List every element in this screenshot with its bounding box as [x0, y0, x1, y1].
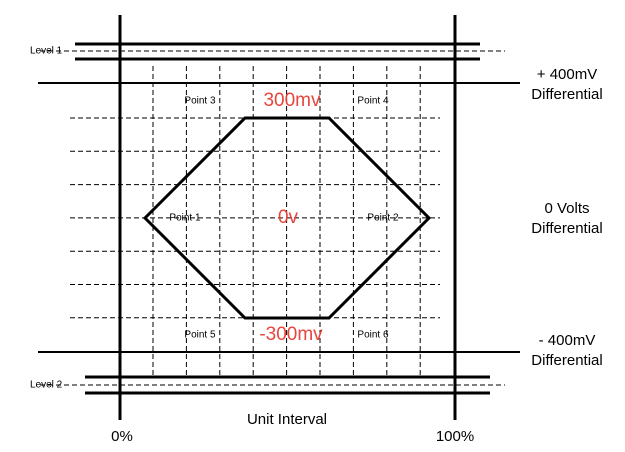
- voltage-label: 0v: [278, 207, 299, 228]
- level-label: Level 1: [30, 46, 63, 57]
- x-axis-label: Unit Interval: [247, 411, 327, 428]
- voltage-label: -300mv: [259, 324, 323, 345]
- differential-label: 0 Volts: [544, 200, 589, 217]
- x-axis-start: 0%: [111, 428, 133, 445]
- point-label: Point 3: [184, 96, 216, 107]
- differential-label: Differential: [531, 220, 602, 237]
- point-label: Point 6: [357, 330, 389, 341]
- differential-label: - 400mV: [539, 332, 596, 349]
- point-label: Point 1: [169, 213, 201, 224]
- differential-label: Differential: [531, 352, 602, 369]
- voltage-label: 300mv: [263, 90, 321, 111]
- level-label: Level 2: [30, 380, 63, 391]
- x-axis-end: 100%: [436, 428, 474, 445]
- differential-label: + 400mV: [537, 66, 597, 83]
- eye-mask: [142, 116, 432, 320]
- point-label: Point 4: [357, 96, 389, 107]
- point-label: Point 2: [367, 213, 399, 224]
- point-label: Point 5: [184, 330, 216, 341]
- differential-label: Differential: [531, 86, 602, 103]
